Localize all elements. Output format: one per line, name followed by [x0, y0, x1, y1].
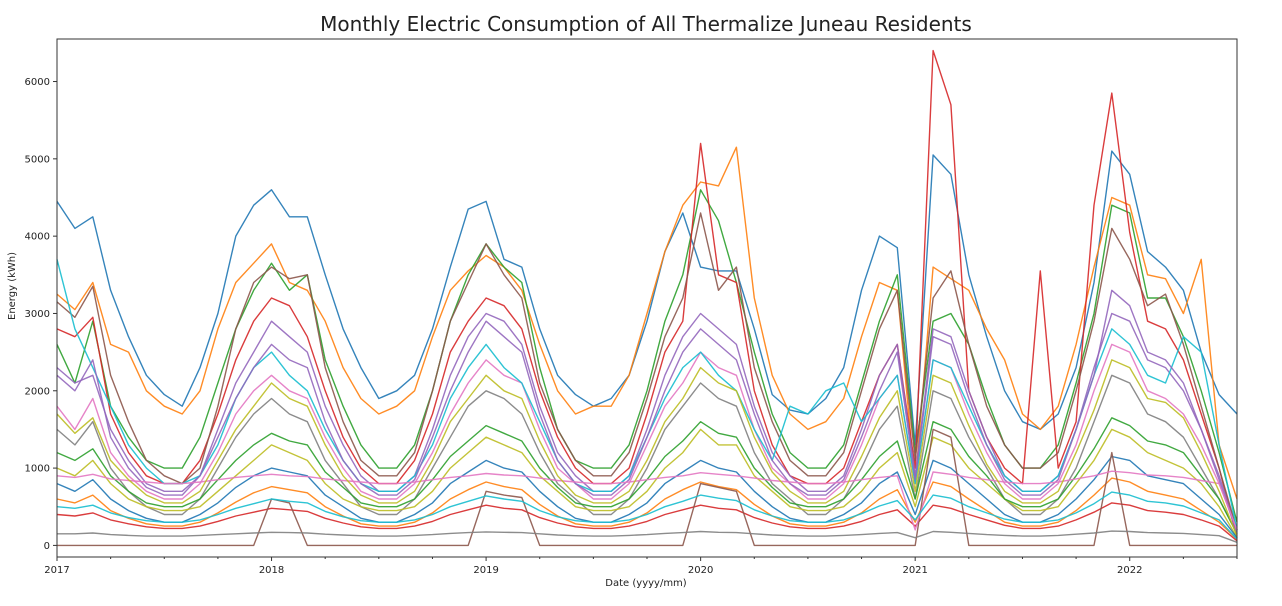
- series-line-18: [57, 530, 1238, 543]
- y-tick-label: 1000: [25, 464, 50, 475]
- series-line-12: [56, 477, 1238, 540]
- x-tick-label: 2022: [1117, 565, 1142, 576]
- x-axis: 2017 2018 2019 2020 2021 2022: [44, 557, 1238, 576]
- series-line-14: [56, 502, 1238, 542]
- y-axis: 0 1000 2000 3000 4000 5000 6000: [25, 77, 57, 552]
- series-layer: [56, 49, 1238, 547]
- x-tick-label: 2019: [473, 565, 498, 576]
- series-line-9: [56, 428, 1238, 539]
- y-axis-label: Energy (kWh): [7, 252, 18, 320]
- series-line-8: [56, 374, 1238, 535]
- series-line-16: [57, 428, 1237, 547]
- series-line-20: [56, 491, 1238, 540]
- y-tick-label: 5000: [25, 154, 50, 165]
- y-tick-label: 2000: [25, 386, 50, 397]
- x-tick-label: 2021: [902, 565, 927, 576]
- x-tick-label: 2020: [688, 565, 713, 576]
- chart-title: Monthly Electric Consumption of All Ther…: [320, 12, 972, 36]
- y-tick-label: 3000: [25, 309, 50, 320]
- y-tick-label: 6000: [25, 77, 50, 88]
- series-line-2: [56, 146, 1238, 500]
- series-line-17: [56, 470, 1238, 531]
- x-tick-label: 2018: [259, 565, 284, 576]
- x-tick-label: 2017: [44, 565, 69, 576]
- series-line-7: [56, 343, 1238, 531]
- series-line-6: [56, 212, 1238, 531]
- series-line-19: [56, 359, 1238, 537]
- series-line-4: [56, 49, 1238, 538]
- x-axis-label: Date (yyyy/mm): [605, 578, 687, 589]
- y-tick-label: 0: [44, 541, 50, 552]
- series-line-15: [56, 289, 1238, 535]
- y-tick-label: 4000: [25, 232, 50, 243]
